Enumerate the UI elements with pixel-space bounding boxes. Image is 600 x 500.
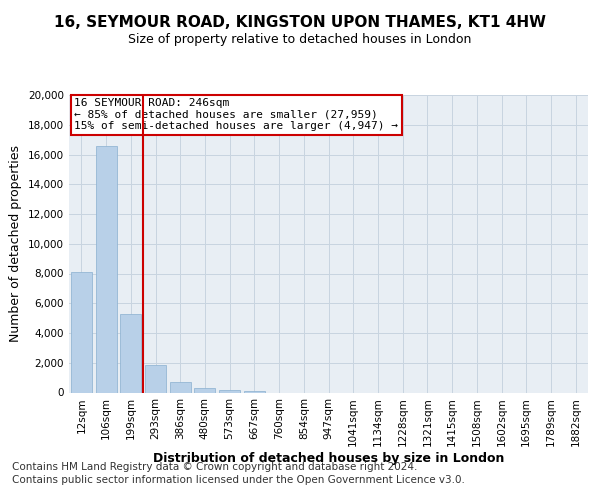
Bar [95, 146, 116, 392]
X-axis label: Distribution of detached houses by size in London: Distribution of detached houses by size … [153, 452, 504, 464]
Bar [145, 365, 166, 392]
Text: Contains HM Land Registry data © Crown copyright and database right 2024.: Contains HM Land Registry data © Crown c… [12, 462, 418, 472]
Bar [120, 314, 141, 392]
Text: Size of property relative to detached houses in London: Size of property relative to detached ho… [128, 34, 472, 46]
Text: Contains public sector information licensed under the Open Government Licence v3: Contains public sector information licen… [12, 475, 465, 485]
Bar [244, 390, 265, 392]
Bar [194, 388, 215, 392]
Bar [170, 382, 191, 392]
Text: 16, SEYMOUR ROAD, KINGSTON UPON THAMES, KT1 4HW: 16, SEYMOUR ROAD, KINGSTON UPON THAMES, … [54, 15, 546, 30]
Bar [219, 390, 240, 392]
Bar [71, 272, 92, 392]
Text: 16 SEYMOUR ROAD: 246sqm
← 85% of detached houses are smaller (27,959)
15% of sem: 16 SEYMOUR ROAD: 246sqm ← 85% of detache… [74, 98, 398, 131]
Y-axis label: Number of detached properties: Number of detached properties [10, 145, 22, 342]
